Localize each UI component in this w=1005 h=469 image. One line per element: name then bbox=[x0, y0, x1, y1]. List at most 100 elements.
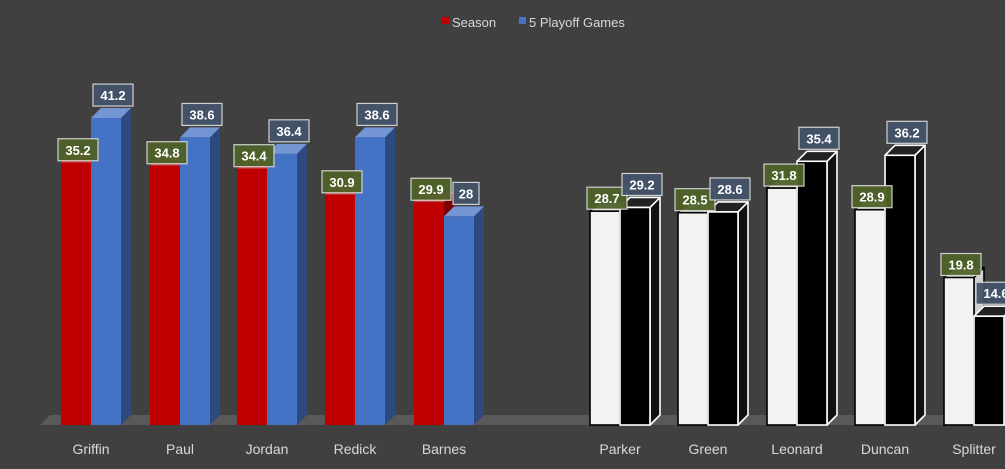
data-label-playoff-splitter: 14.6 bbox=[975, 281, 1005, 305]
bar-front bbox=[589, 210, 621, 426]
data-label-season-splitter: 19.8 bbox=[940, 252, 982, 277]
data-label-box bbox=[851, 185, 893, 209]
bar-front bbox=[619, 206, 651, 426]
data-label-text: 38.6 bbox=[364, 107, 389, 122]
data-label-text: 28.7 bbox=[594, 191, 619, 206]
bar-playoff-paul bbox=[180, 127, 220, 426]
data-label-box bbox=[410, 177, 452, 201]
bar-side bbox=[474, 206, 484, 425]
data-label-box bbox=[92, 83, 134, 107]
bar-front bbox=[267, 153, 297, 425]
bar-front bbox=[677, 211, 709, 426]
data-label-box bbox=[763, 163, 805, 187]
legend-swatch-5-playoff-games bbox=[519, 17, 526, 24]
bar-front bbox=[796, 160, 828, 426]
x-tick-label-jordan: Jordan bbox=[246, 441, 289, 457]
data-label-text: 35.4 bbox=[806, 131, 832, 146]
bar-playoff-jordan bbox=[267, 143, 307, 425]
data-label-text: 28.9 bbox=[859, 190, 884, 205]
bar-playoff-griffin bbox=[91, 108, 131, 425]
data-label-box bbox=[940, 252, 982, 277]
data-label-text: 36.2 bbox=[894, 125, 919, 140]
data-label-season-jordan: 34.4 bbox=[233, 144, 275, 168]
bar-front bbox=[854, 208, 886, 426]
bar-playoff-splitter bbox=[973, 305, 1005, 426]
data-label-text: 41.2 bbox=[100, 88, 125, 103]
data-label-text: 30.9 bbox=[329, 175, 354, 190]
data-label-box bbox=[268, 119, 310, 143]
data-label-playoff-leonard: 35.4 bbox=[798, 126, 840, 150]
data-label-season-duncan: 28.9 bbox=[851, 185, 893, 209]
x-tick-label-barnes: Barnes bbox=[422, 441, 466, 457]
legend: Season 5 Playoff Games bbox=[442, 15, 625, 30]
data-label-box bbox=[452, 181, 480, 205]
bar-front bbox=[444, 216, 474, 425]
bar-top bbox=[180, 127, 220, 138]
bar-front bbox=[766, 187, 798, 426]
data-label-playoff-parker: 29.2 bbox=[621, 172, 663, 197]
data-label-box bbox=[621, 172, 663, 197]
bar-playoff-barnes bbox=[444, 206, 484, 425]
bar-top bbox=[444, 206, 484, 217]
bar-side bbox=[649, 196, 661, 426]
data-label-text: 19.8 bbox=[948, 257, 973, 272]
data-label-box bbox=[709, 177, 751, 201]
bar-front bbox=[325, 194, 355, 425]
x-tick-label-green: Green bbox=[689, 441, 728, 457]
bars bbox=[61, 108, 1005, 426]
data-label-playoff-jordan: 36.4 bbox=[268, 119, 310, 143]
bar-top bbox=[267, 143, 307, 154]
data-label-text: 28 bbox=[459, 186, 473, 201]
bar-front bbox=[61, 162, 91, 425]
bar-front bbox=[150, 165, 180, 426]
x-tick-label-griffin: Griffin bbox=[72, 441, 109, 457]
data-label-playoff-green: 28.6 bbox=[709, 177, 751, 201]
data-label-text: 31.8 bbox=[771, 168, 796, 183]
data-labels: 35.2 41.2 34.8 38.6 34.4 36.4 30.9 38.6 29.9 28 28… bbox=[57, 83, 1005, 305]
data-label-text: 14.6 bbox=[983, 286, 1005, 301]
data-label-playoff-griffin: 41.2 bbox=[92, 83, 134, 107]
data-label-text: 34.4 bbox=[241, 149, 267, 164]
data-label-box bbox=[798, 126, 840, 150]
bar-side bbox=[914, 144, 926, 426]
bar-side bbox=[121, 108, 131, 425]
data-label-text: 29.9 bbox=[418, 182, 443, 197]
data-label-season-green: 28.5 bbox=[674, 188, 716, 212]
data-label-box bbox=[975, 281, 1005, 305]
legend-label-5-playoff-games: 5 Playoff Games bbox=[529, 15, 625, 30]
bar-side bbox=[297, 143, 307, 425]
data-label-box bbox=[886, 120, 928, 144]
data-label-box bbox=[356, 102, 398, 127]
data-label-season-griffin: 35.2 bbox=[57, 138, 99, 162]
data-label-playoff-barnes: 28 bbox=[452, 181, 480, 205]
bar-front bbox=[943, 276, 975, 426]
bar-front bbox=[414, 202, 444, 425]
data-label-text: 35.2 bbox=[65, 143, 90, 158]
data-label-box bbox=[233, 144, 275, 168]
data-label-box bbox=[146, 141, 188, 165]
data-label-season-paul: 34.8 bbox=[146, 141, 188, 165]
data-label-box bbox=[586, 186, 628, 210]
data-label-season-redick: 30.9 bbox=[321, 170, 363, 194]
data-label-text: 28.6 bbox=[717, 182, 742, 197]
data-label-box bbox=[57, 138, 99, 162]
data-label-playoff-duncan: 36.2 bbox=[886, 120, 928, 144]
x-tick-label-parker: Parker bbox=[599, 441, 641, 457]
bar-top bbox=[355, 127, 395, 138]
data-label-season-leonard: 31.8 bbox=[763, 163, 805, 187]
x-tick-label-redick: Redick bbox=[334, 441, 378, 457]
data-label-season-barnes: 29.9 bbox=[410, 177, 452, 201]
legend-label-season: Season bbox=[452, 15, 496, 30]
x-tick-label-duncan: Duncan bbox=[861, 441, 909, 457]
data-label-text: 29.2 bbox=[629, 177, 654, 192]
data-label-text: 34.8 bbox=[154, 146, 179, 161]
data-label-text: 36.4 bbox=[276, 124, 302, 139]
bar-front bbox=[237, 168, 267, 425]
x-tick-label-splitter: Splitter bbox=[952, 441, 996, 457]
data-label-text: 28.5 bbox=[682, 193, 707, 208]
bar-front bbox=[707, 211, 739, 426]
bar-side bbox=[385, 127, 395, 426]
legend-swatch-season bbox=[442, 17, 449, 24]
